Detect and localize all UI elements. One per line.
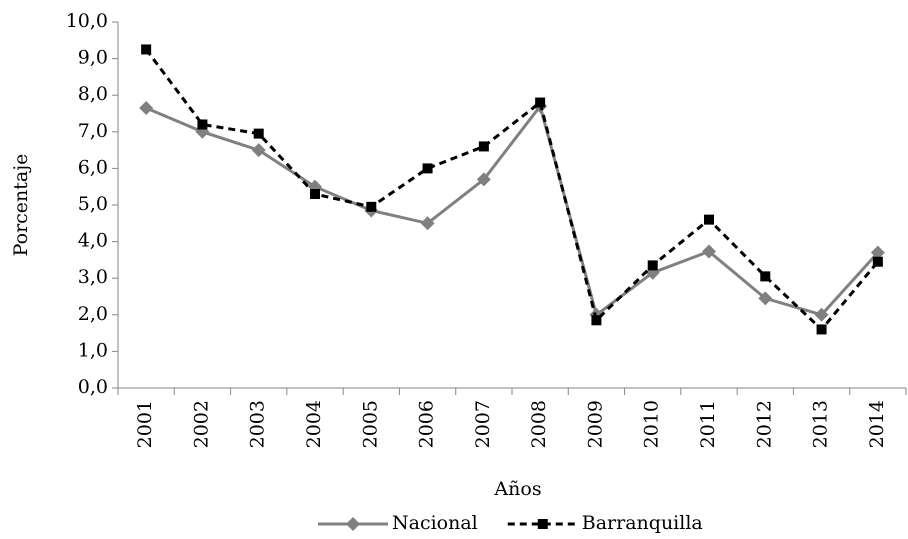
data-point xyxy=(422,163,433,174)
y-tick-label: 0,0 xyxy=(78,376,108,398)
y-tick-label: 6,0 xyxy=(78,156,108,178)
y-tick-label: 7,0 xyxy=(78,120,108,142)
x-tick-label: 2003 xyxy=(247,400,269,448)
data-point xyxy=(310,189,320,200)
legend-label: Nacional xyxy=(392,512,478,534)
y-axis-title: Porcentaje xyxy=(10,154,32,257)
x-axis-title: Años xyxy=(493,478,541,500)
x-tick-label: 2014 xyxy=(866,400,888,448)
y-tick-label: 4,0 xyxy=(78,230,108,252)
y-tick-label: 2,0 xyxy=(78,303,108,325)
data-point xyxy=(872,256,883,267)
data-point xyxy=(141,44,152,55)
x-tick-label: 2009 xyxy=(584,400,606,448)
y-tick-label: 3,0 xyxy=(78,266,108,288)
y-tick-label: 5,0 xyxy=(78,193,108,215)
data-point xyxy=(197,119,208,130)
data-point xyxy=(591,315,602,326)
data-point xyxy=(476,172,491,187)
legend-marker xyxy=(346,517,360,531)
x-tick-label: 2012 xyxy=(753,400,775,448)
data-point xyxy=(535,97,546,108)
data-point xyxy=(816,324,827,335)
x-tick-label: 2013 xyxy=(810,400,832,448)
data-point xyxy=(478,141,489,152)
data-point xyxy=(760,271,771,282)
data-point xyxy=(870,245,885,260)
x-tick-label: 2007 xyxy=(472,400,494,448)
data-point xyxy=(420,216,435,231)
x-tick-label: 2005 xyxy=(359,400,381,448)
x-tick-label: 2011 xyxy=(697,400,719,448)
series-line xyxy=(144,48,880,332)
y-tick-label: 9,0 xyxy=(78,47,108,69)
y-tick-label: 10,0 xyxy=(66,10,108,32)
x-tick-label: 2010 xyxy=(641,400,663,448)
y-tick-label: 1,0 xyxy=(78,339,108,361)
x-tick-label: 2008 xyxy=(528,400,550,448)
data-point xyxy=(702,244,716,259)
x-tick-label: 2001 xyxy=(134,400,156,448)
x-tick-label: 2006 xyxy=(416,400,438,448)
x-tick-label: 2002 xyxy=(190,400,212,448)
x-tick-label: 2004 xyxy=(303,400,325,448)
legend-label: Barranquilla xyxy=(582,512,703,534)
legend-marker xyxy=(537,519,548,529)
data-point xyxy=(253,128,264,139)
y-tick-label: 8,0 xyxy=(78,83,108,105)
data-point xyxy=(139,101,154,116)
series-line xyxy=(145,102,879,318)
data-point xyxy=(704,214,714,225)
data-point xyxy=(758,291,773,306)
data-point xyxy=(647,260,658,271)
data-point xyxy=(366,201,377,212)
data-point xyxy=(251,143,266,158)
data-point xyxy=(814,307,829,322)
